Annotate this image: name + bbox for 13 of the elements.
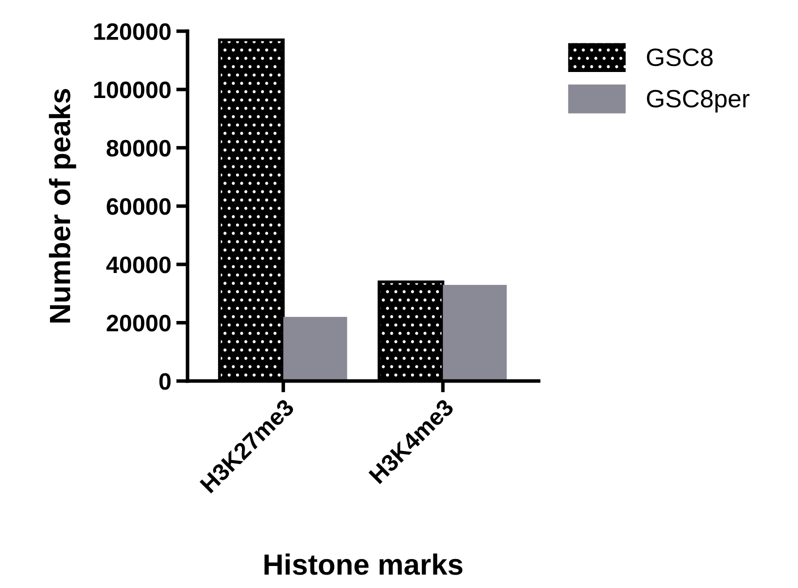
y-tick-label: 80000 xyxy=(106,140,171,157)
x-axis-title: Histone marks xyxy=(264,553,462,575)
y-axis-title: Number of peaks xyxy=(48,88,76,322)
y-tick-label: 40000 xyxy=(106,256,171,274)
bar xyxy=(283,316,348,382)
legend-label: GSC8per xyxy=(646,90,750,112)
y-tick-label: 60000 xyxy=(106,198,171,215)
legend-label: GSC8 xyxy=(646,48,713,66)
y-tick-label: 100000 xyxy=(94,82,171,98)
y-tick-label: 0 xyxy=(159,373,171,390)
y-tick-label: 20000 xyxy=(106,314,171,332)
bar xyxy=(442,284,507,382)
y-tick-label: 120000 xyxy=(94,23,171,40)
